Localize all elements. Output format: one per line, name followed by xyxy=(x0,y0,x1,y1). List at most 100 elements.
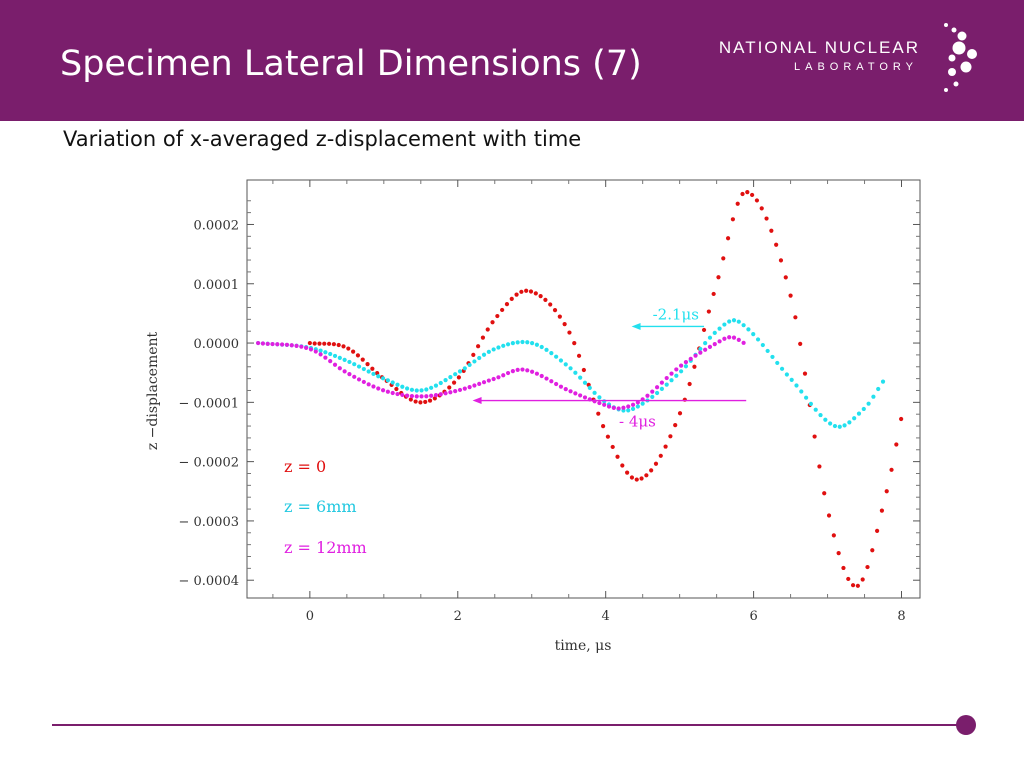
data-point xyxy=(582,380,588,385)
data-point xyxy=(865,564,870,570)
data-point xyxy=(504,301,510,307)
data-point xyxy=(706,309,711,314)
data-point xyxy=(457,369,463,374)
data-point xyxy=(318,352,323,357)
data-point xyxy=(432,396,437,401)
data-point xyxy=(755,337,761,342)
data-point xyxy=(587,385,592,390)
data-point xyxy=(328,359,333,364)
data-point xyxy=(818,412,823,418)
data-point xyxy=(429,393,434,398)
data-point xyxy=(361,366,366,372)
data-point xyxy=(650,389,655,394)
data-point xyxy=(361,379,366,385)
data-point xyxy=(616,406,621,411)
plot-frame xyxy=(246,179,921,599)
data-point xyxy=(740,191,745,197)
data-point xyxy=(823,417,828,422)
data-point xyxy=(385,378,390,383)
data-point xyxy=(621,405,626,410)
data-point xyxy=(485,327,490,332)
data-point xyxy=(544,376,549,381)
data-point xyxy=(433,393,439,398)
data-point xyxy=(640,401,645,406)
data-point xyxy=(717,339,722,344)
data-point xyxy=(304,345,309,350)
data-point xyxy=(505,342,511,347)
legend-z6mm: z = 6mm xyxy=(284,497,357,516)
data-point xyxy=(880,379,886,384)
data-point xyxy=(443,391,448,396)
data-point xyxy=(520,367,525,372)
data-point xyxy=(414,388,419,393)
data-point xyxy=(832,423,838,429)
data-point xyxy=(448,375,453,380)
data-point xyxy=(721,256,726,261)
data-point xyxy=(530,341,535,346)
data-point xyxy=(736,319,741,324)
data-point xyxy=(592,399,597,404)
y-tick-label: − 0.0001 xyxy=(178,396,239,411)
data-point xyxy=(847,420,852,425)
axis-tick-labels: 0 2 4 6 8 0.0002 0.0001 0.0000 − 0.0001 − 0.0002 −… xyxy=(178,218,905,624)
data-point xyxy=(525,368,530,373)
data-point xyxy=(741,340,746,345)
data-point xyxy=(477,381,482,386)
data-point xyxy=(698,350,703,355)
data-point xyxy=(664,382,669,387)
data-point xyxy=(347,372,352,377)
data-point xyxy=(400,392,405,398)
data-point xyxy=(356,377,362,382)
data-point xyxy=(554,381,559,387)
data-point xyxy=(549,351,554,356)
data-point xyxy=(746,327,751,332)
data-point xyxy=(429,385,434,390)
data-point xyxy=(765,348,770,354)
data-series xyxy=(255,190,904,588)
data-point xyxy=(698,346,703,352)
legend: z = 0 z = 6mm z = 12mm xyxy=(284,457,367,557)
data-point xyxy=(649,468,654,473)
data-point xyxy=(500,307,505,313)
data-point xyxy=(846,576,851,582)
data-point xyxy=(456,375,461,380)
data-point xyxy=(828,421,833,426)
slide-header: Specimen Lateral Dimensions (7) NATIONAL… xyxy=(0,0,1024,121)
data-point xyxy=(610,444,615,450)
data-point xyxy=(409,387,415,392)
data-point xyxy=(629,475,635,480)
data-point xyxy=(639,476,644,481)
y-tick-label: 0.0000 xyxy=(194,337,240,352)
arrowhead-icon xyxy=(472,397,482,405)
data-point xyxy=(472,359,477,364)
data-point xyxy=(764,216,769,221)
data-point xyxy=(644,473,649,478)
data-point xyxy=(486,349,491,354)
data-point xyxy=(342,357,347,363)
data-point xyxy=(688,356,693,361)
data-point xyxy=(760,342,765,348)
data-point xyxy=(727,335,732,340)
data-point xyxy=(414,394,419,399)
data-point xyxy=(759,206,764,211)
data-point xyxy=(337,355,342,360)
data-point xyxy=(741,323,746,328)
data-point xyxy=(841,565,846,571)
data-point xyxy=(573,391,578,396)
data-point xyxy=(322,341,327,346)
data-point xyxy=(731,335,737,340)
data-point xyxy=(347,359,352,365)
data-point xyxy=(265,341,270,346)
data-point xyxy=(525,340,530,345)
data-point xyxy=(481,380,487,385)
data-point xyxy=(255,340,261,346)
data-point xyxy=(332,362,338,367)
data-point xyxy=(538,294,543,299)
data-point xyxy=(751,332,756,337)
data-point xyxy=(620,463,625,468)
data-point xyxy=(453,389,458,394)
data-point xyxy=(505,370,511,376)
data-point xyxy=(894,442,899,447)
data-point xyxy=(778,258,784,263)
